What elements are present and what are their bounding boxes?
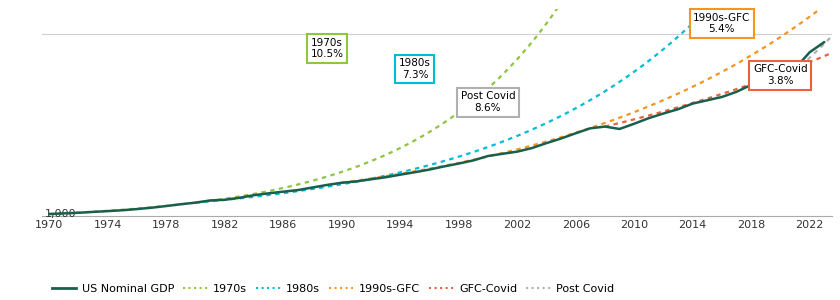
Text: GFC-Covid
3.8%: GFC-Covid 3.8% — [753, 64, 808, 86]
Text: 1,000: 1,000 — [45, 209, 76, 219]
Text: Post Covid
8.6%: Post Covid 8.6% — [460, 91, 515, 113]
Text: 1970s
10.5%: 1970s 10.5% — [311, 38, 344, 59]
Text: 1980s
7.3%: 1980s 7.3% — [399, 58, 431, 80]
Text: 1990s-GFC
5.4%: 1990s-GFC 5.4% — [693, 13, 751, 34]
Legend: US Nominal GDP, 1970s, 1980s, 1990s-GFC, GFC-Covid, Post Covid: US Nominal GDP, 1970s, 1980s, 1990s-GFC,… — [48, 280, 618, 298]
